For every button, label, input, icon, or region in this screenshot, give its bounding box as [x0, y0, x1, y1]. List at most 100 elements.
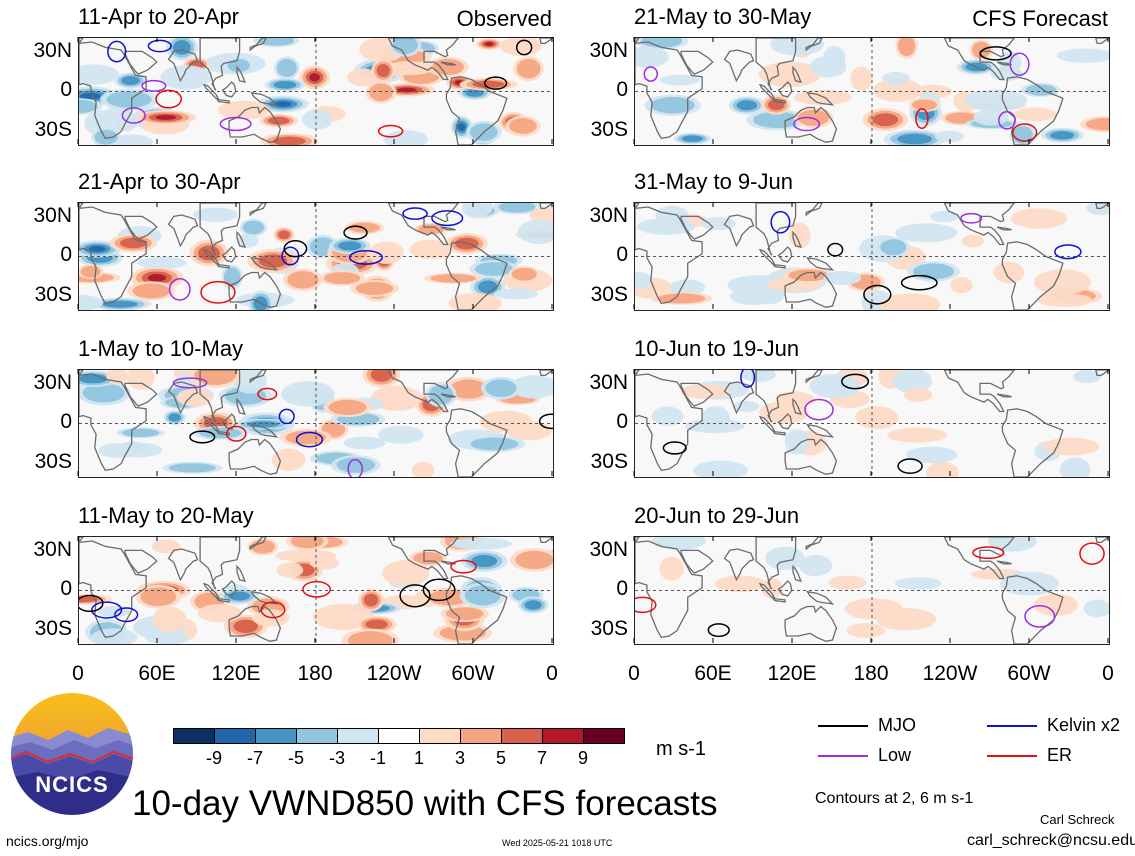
legend-label: ER — [1047, 745, 1073, 765]
filter-contour — [979, 46, 1012, 61]
coastlines — [635, 38, 1109, 145]
filter-contour — [121, 107, 146, 124]
filter-contour — [399, 584, 431, 608]
anomaly-patch — [432, 58, 464, 75]
anomaly-patch — [392, 38, 418, 55]
panel-period-title: 11-May to 20-May — [78, 503, 254, 528]
anomaly-patch — [193, 207, 238, 222]
coastline — [996, 61, 1012, 66]
coastline — [1095, 38, 1109, 45]
anomaly-patch — [1010, 208, 1068, 229]
coastline — [124, 50, 158, 75]
filter-contour — [1024, 605, 1056, 628]
coastline — [635, 41, 703, 140]
coastline — [124, 215, 158, 240]
anomaly-patch — [765, 546, 805, 570]
colorbar-label: 3 — [454, 748, 466, 768]
anomaly-patch — [347, 68, 379, 87]
anomaly-patch — [635, 46, 669, 68]
contour-note: Contours at 2, 6 m s-1 — [815, 790, 974, 807]
anomaly-field — [651, 370, 1102, 477]
coastline — [723, 381, 755, 415]
coastline — [635, 373, 703, 472]
anomaly-patch — [471, 555, 498, 568]
anomaly-patch — [271, 448, 306, 471]
x-tick-label: 0 — [1102, 662, 1114, 685]
coastline — [215, 98, 230, 104]
coastline — [221, 246, 237, 263]
anomaly-patch — [465, 88, 484, 97]
coastline — [440, 226, 456, 231]
figure-title: 10-day VWND850 with CFS forecasts — [132, 784, 718, 823]
y-tick-label: 0 — [60, 576, 72, 600]
filter-contour — [422, 578, 456, 602]
anomaly-patch — [450, 379, 487, 399]
anomaly-patch — [657, 293, 706, 304]
y-tick-label: 30N — [589, 371, 628, 394]
coastline — [723, 49, 755, 83]
anomaly-patch — [651, 406, 684, 426]
coastline — [784, 271, 838, 308]
anomaly-patch — [701, 405, 731, 432]
coastline — [996, 560, 1012, 565]
x-tick-label: 120E — [767, 662, 817, 685]
anomaly-patch — [223, 267, 241, 287]
anomaly-patch — [1034, 269, 1092, 295]
anomaly-patch — [309, 556, 340, 570]
anomaly-patch — [242, 220, 265, 235]
anomaly-patch — [267, 116, 290, 125]
logo-emblem-icon — [9, 691, 135, 817]
coastline — [777, 413, 793, 430]
anomaly-patch — [1073, 370, 1102, 384]
colorbar-label: 5 — [495, 748, 507, 768]
anomaly-patch — [659, 556, 684, 581]
filter-contour — [1009, 52, 1030, 76]
coastline — [249, 203, 267, 217]
anomaly-patch — [509, 118, 537, 134]
panel-period-title: 21-Apr to 30-Apr — [78, 169, 241, 194]
coastline — [221, 413, 237, 430]
map-panel — [78, 37, 554, 146]
coastline — [445, 76, 508, 145]
anomaly-patch — [1083, 599, 1109, 618]
anomaly-patch — [411, 461, 435, 477]
coastline — [635, 540, 703, 639]
anomaly-patch — [336, 457, 376, 473]
coastline — [784, 605, 838, 642]
coastline — [124, 549, 158, 574]
filter-contour — [257, 387, 278, 401]
anomaly-patch — [478, 280, 498, 294]
coastline — [805, 537, 823, 551]
coastline — [806, 423, 835, 438]
coastline — [79, 373, 147, 472]
anomaly-patch — [784, 429, 810, 455]
map-panel — [634, 369, 1110, 478]
anomaly-patch — [529, 206, 553, 224]
filter-contour — [200, 280, 236, 304]
anomaly-patch — [233, 619, 259, 633]
anomaly-patch — [895, 223, 958, 243]
anomaly-patch — [770, 38, 824, 56]
website-link[interactable]: ncics.org/mjo — [6, 833, 89, 849]
anomaly-patch — [912, 263, 955, 280]
author-name: Carl Schreck — [1040, 812, 1115, 827]
y-tick-label: 0 — [60, 77, 72, 101]
coastline — [792, 564, 802, 583]
anomaly-patch — [479, 410, 533, 433]
coastline — [199, 38, 241, 91]
coastline — [199, 537, 241, 590]
coastline — [680, 50, 714, 75]
coastline — [249, 370, 267, 384]
coastline — [755, 38, 797, 91]
anomaly-patch — [258, 38, 295, 46]
filter-contour — [141, 79, 167, 92]
coastline — [777, 81, 793, 98]
anomaly-patch — [524, 600, 542, 610]
coastline — [771, 430, 786, 436]
coastline — [806, 91, 835, 106]
map-panel — [634, 37, 1110, 146]
filter-contour — [1012, 123, 1038, 142]
anomaly-patch — [287, 271, 319, 289]
filter-contour — [107, 40, 127, 63]
panel-period-title: 1-May to 10-May — [78, 336, 244, 361]
